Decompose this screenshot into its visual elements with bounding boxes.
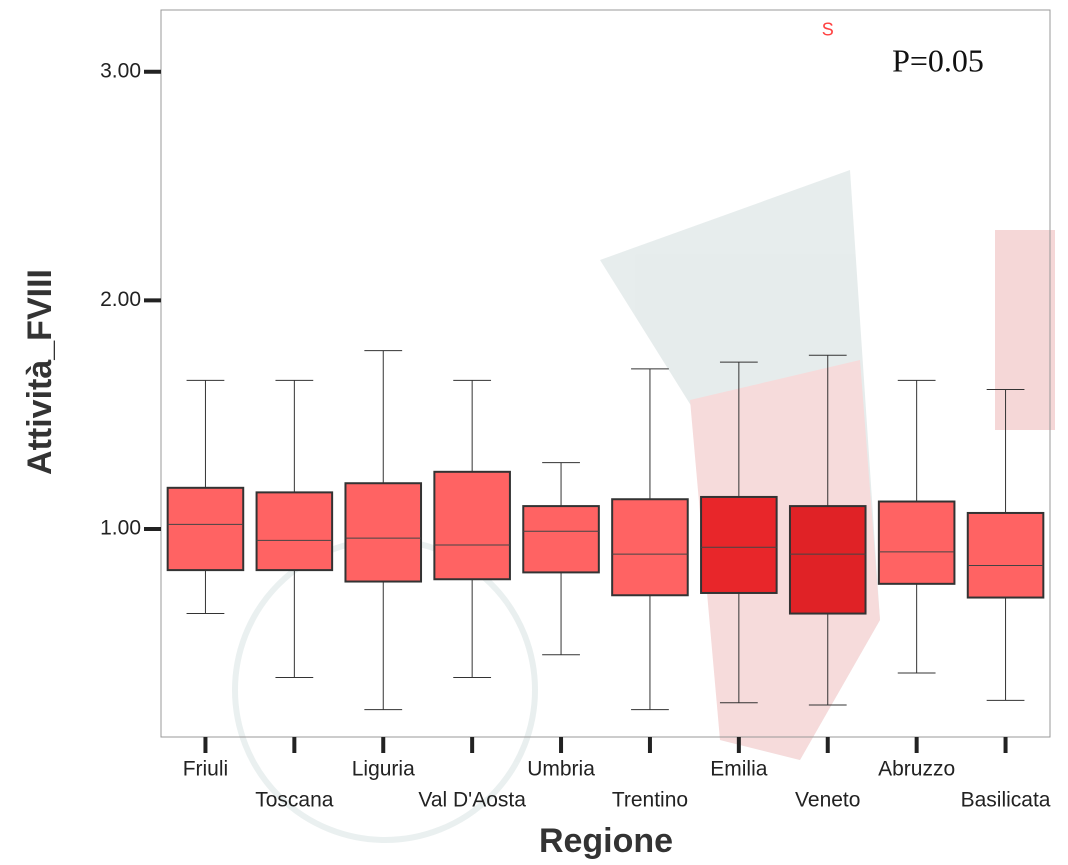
box: [612, 499, 688, 595]
box: [257, 492, 333, 570]
box: [168, 488, 244, 570]
y-tick-label: 2.00: [100, 288, 141, 311]
box: [790, 506, 866, 613]
x-tick-label: Liguria: [352, 758, 415, 781]
x-tick-label: Val D'Aosta: [418, 789, 526, 812]
x-tick-label: Basilicata: [961, 789, 1051, 812]
x-tick-label: Friuli: [183, 758, 229, 781]
box: [523, 506, 599, 572]
outlier-label: S: [822, 19, 834, 39]
box: [968, 513, 1044, 598]
box: [879, 502, 955, 584]
box: [701, 497, 777, 593]
box: [345, 483, 421, 581]
x-tick-label: Umbria: [527, 758, 595, 781]
chart: P=0.05 Regione Attività_FVIII 1.00 2.00 3.…: [0, 0, 1068, 865]
x-tick-label: Abruzzo: [878, 758, 955, 781]
x-axis-title: Regione: [539, 822, 673, 860]
y-tick-label: 1.00: [100, 517, 141, 540]
x-tick-label: Veneto: [795, 789, 860, 812]
x-tick-label: Toscana: [255, 789, 334, 812]
x-tick-label: Emilia: [710, 758, 767, 781]
box: [434, 472, 510, 579]
p-value: P=0.05: [892, 42, 984, 78]
x-tick-label: Trentino: [612, 789, 688, 812]
y-axis-title: Attività_FVIII: [21, 269, 59, 475]
y-tick-label: 3.00: [100, 59, 141, 82]
